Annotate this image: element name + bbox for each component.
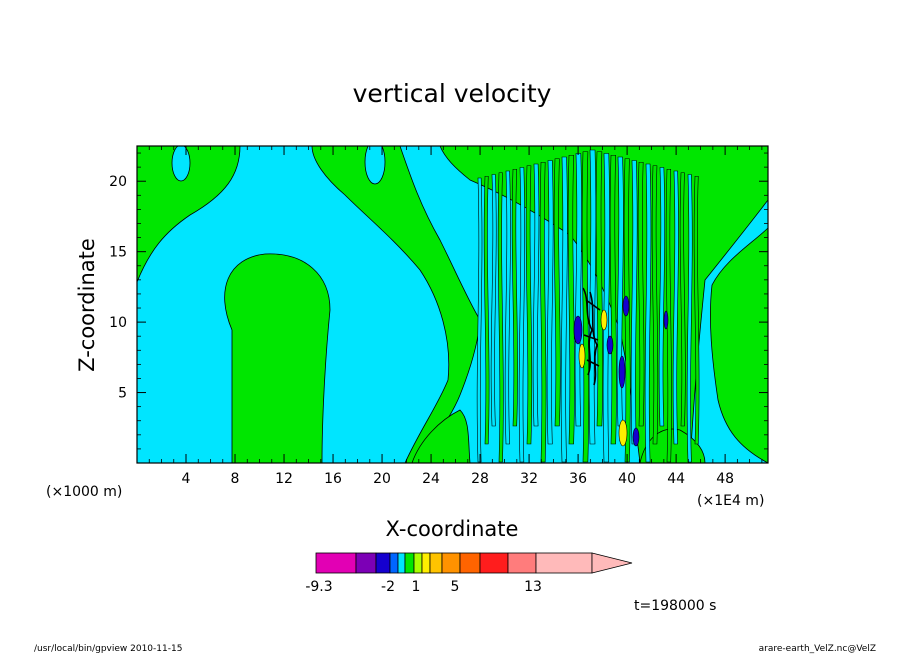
colorbar-segment <box>421 552 431 574</box>
x-tick-label: 8 <box>231 471 240 487</box>
wave-stripe <box>665 168 672 463</box>
x-tick-label: 44 <box>667 471 685 487</box>
colorbar-segment <box>389 552 399 574</box>
colorbar-label: 13 <box>524 579 542 595</box>
x-tick-label: 24 <box>422 471 440 487</box>
x-tick-label: 28 <box>471 471 489 487</box>
wave-stripe <box>609 154 617 445</box>
colorbar-segment <box>355 552 377 574</box>
x-tick-label: 20 <box>373 471 391 487</box>
colorbar-segment <box>375 552 391 574</box>
footer-dataset: arare-earth_VelZ.nc@VelZ <box>759 644 876 654</box>
positive-region-lower-middle <box>411 409 471 463</box>
wave-stripe <box>574 153 582 427</box>
colorbar-segment <box>404 552 415 574</box>
wave-stripe <box>553 158 561 427</box>
wave-stripe <box>651 165 659 445</box>
x-tick-label: 32 <box>520 471 538 487</box>
positive-region-dome <box>224 253 331 463</box>
footer-program: /usr/local/bin/gpview 2010-11-15 <box>34 644 182 654</box>
wave-stripe <box>476 177 483 463</box>
y-tick-label: 15 <box>109 245 127 261</box>
wave-stripe <box>532 163 540 427</box>
colorbar-segment <box>429 552 443 574</box>
y-axis-label: Z-coordinate <box>75 238 99 372</box>
negative-cell-top-middle <box>364 146 386 185</box>
colorbar-label: 5 <box>451 579 460 595</box>
x-tick-label: 12 <box>275 471 293 487</box>
y-axis: 5 10 15 20 <box>109 152 768 450</box>
x-unit-right: (×1E4 m) <box>697 493 764 509</box>
colorbar-segment <box>479 552 509 574</box>
colorbar-segment <box>507 552 537 574</box>
x-tick-label: 36 <box>569 471 587 487</box>
x-tick-label: 48 <box>716 471 734 487</box>
wave-stripe <box>511 168 518 427</box>
wave-stripe <box>686 174 693 463</box>
chart-title: vertical velocity <box>353 79 552 108</box>
strong-updraft-core <box>573 287 669 447</box>
positive-region-right-edge <box>709 227 768 463</box>
wave-stripe <box>588 149 597 445</box>
wave-stripe <box>504 170 511 445</box>
x-tick-label: 40 <box>618 471 636 487</box>
time-label: t=198000 s <box>634 598 716 614</box>
wave-stripe <box>525 165 533 445</box>
colorbar-label: 1 <box>412 579 421 595</box>
colorbar: -9.3 -2 1 5 13 <box>305 552 633 595</box>
x-unit-left: (×1000 m) <box>46 484 122 500</box>
negative-cell-top-left <box>171 146 191 182</box>
wave-stripe <box>672 170 679 445</box>
contour-field <box>137 146 768 463</box>
colorbar-segment <box>413 552 423 574</box>
wave-stripe <box>518 167 525 463</box>
wave-stripe <box>644 163 652 463</box>
colorbar-label: -9.3 <box>305 579 332 595</box>
x-tick-label: 16 <box>324 471 342 487</box>
colorbar-segment <box>397 552 406 574</box>
colorbar-arrow <box>591 552 633 574</box>
wave-stripe <box>497 172 504 463</box>
wave-stripe <box>658 167 665 427</box>
x-axis-label: X-coordinate <box>386 517 519 541</box>
wave-stripe <box>693 175 700 445</box>
y-tick-label: 10 <box>109 315 127 331</box>
wave-stripe <box>595 151 604 427</box>
colorbar-segment <box>535 552 593 574</box>
wave-stripe <box>539 161 547 463</box>
x-tick-label: 4 <box>182 471 191 487</box>
positive-region-left-edge <box>137 146 241 283</box>
wave-stripe <box>483 175 490 445</box>
plot-frame <box>136 145 769 464</box>
wave-stripe <box>679 172 686 427</box>
colorbar-segment <box>315 552 357 574</box>
colorbar-label: -2 <box>381 579 395 595</box>
y-tick-label: 20 <box>109 174 127 190</box>
wave-stripe <box>490 174 497 427</box>
wave-stripe <box>602 153 610 463</box>
positive-region-central-band <box>311 146 481 463</box>
wave-stripe <box>546 160 554 445</box>
wave-stripe <box>637 161 645 427</box>
x-axis: 4 8 12 16 20 24 28 32 36 40 44 48 <box>148 146 763 487</box>
wave-stripe <box>581 151 590 463</box>
wave-stripe <box>567 154 575 445</box>
wave-stripe <box>560 156 568 463</box>
y-tick-label: 5 <box>118 386 127 402</box>
colorbar-segment <box>441 552 461 574</box>
colorbar-segment <box>459 552 481 574</box>
